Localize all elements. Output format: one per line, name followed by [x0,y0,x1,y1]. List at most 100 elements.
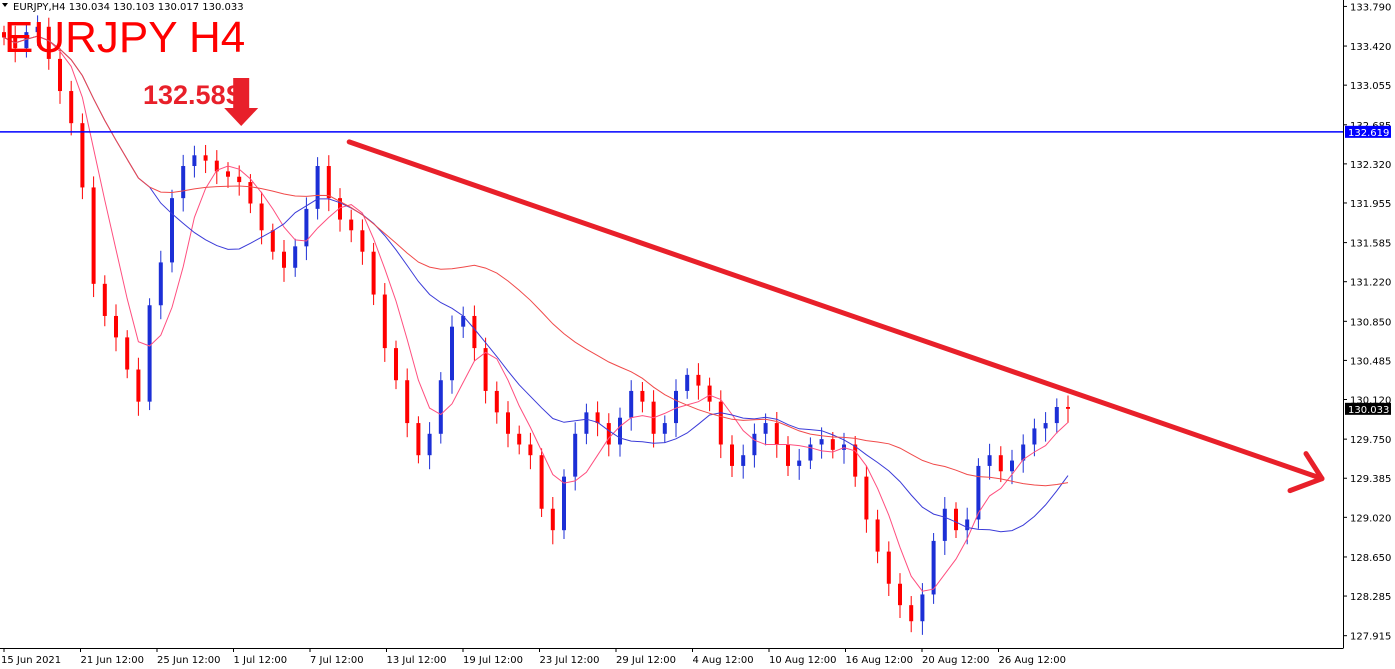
candle [125,330,130,379]
candle [214,150,219,185]
candle [629,380,634,431]
candle [562,469,566,540]
candle [987,443,992,480]
candle [450,315,454,394]
candle [416,416,421,464]
y-tick-label: 129.750 [1350,435,1391,446]
candle [606,413,611,457]
candle [752,423,757,468]
candle [931,533,936,604]
candle [293,238,298,277]
downtrend-line [346,139,1325,482]
x-tick-label: 4 Aug 12:00 [693,655,754,666]
y-tick-label: 130.485 [1350,356,1391,367]
price-axis: 133.790133.420133.055132.685132.320131.9… [1343,2,1391,643]
candle [618,407,622,457]
y-tick-label: 130.120 [1350,396,1391,407]
candle [382,283,387,362]
x-tick-label: 25 Jun 12:00 [157,655,221,666]
candle [819,427,824,459]
candle [136,357,141,416]
candle [875,509,880,564]
candle [1021,434,1026,473]
x-tick-label: 19 Jul 12:00 [463,655,523,666]
candle [472,305,477,361]
y-tick-label: 133.790 [1350,2,1391,13]
candle [976,458,981,529]
y-tick-label: 131.220 [1350,278,1391,289]
candle [483,337,488,404]
candle [707,377,712,412]
trend-arrowhead-icon [1287,451,1325,494]
x-tick-label: 7 Jul 12:00 [310,655,364,666]
candle [494,381,499,424]
level-price-badge: 132.619 [1345,125,1391,139]
level-price-label: 132.619 [1348,128,1389,139]
candle [1066,395,1070,423]
candle [998,446,1003,483]
x-tick-label: 29 Jul 12:00 [616,655,676,666]
candle [573,422,578,491]
candle [338,188,342,232]
candle [853,436,858,487]
y-tick-label: 128.285 [1350,592,1391,603]
dropdown-triangle-icon[interactable] [2,3,8,7]
candle [35,15,40,46]
candle [259,191,264,245]
candle [405,368,410,438]
candle [786,436,790,477]
x-tick-label: 20 Aug 12:00 [922,655,989,666]
candle [181,154,186,212]
candle [24,24,29,58]
x-tick-label: 10 Aug 12:00 [769,655,836,666]
candle [461,306,466,338]
candle [1043,412,1048,442]
candle [203,144,208,174]
candle [360,219,365,265]
candle [730,435,734,477]
candle [192,145,197,178]
current-price-badge: 130.033 [1345,402,1391,416]
candle [349,209,354,243]
candle [797,448,802,480]
candle [304,197,309,261]
candle [808,437,813,470]
candle [1032,418,1037,457]
candle [864,465,869,533]
candle [550,496,555,545]
candle [69,80,74,136]
candle [539,448,544,517]
candle [886,541,891,597]
candle [696,363,701,400]
y-tick-label: 131.585 [1350,239,1391,250]
candle [909,596,914,633]
y-tick-label: 129.020 [1350,513,1391,524]
y-tick-label: 133.055 [1350,81,1391,92]
x-tick-label: 13 Jul 12:00 [387,655,447,666]
candle [763,413,768,446]
current-price-label: 130.033 [1348,405,1389,416]
candle [147,298,152,411]
candle [270,223,275,260]
candle [830,431,835,459]
candle [584,403,589,445]
candle [506,401,510,448]
candle [158,250,163,320]
candle [685,368,690,399]
candle [438,372,443,444]
y-tick-label: 130.850 [1350,317,1391,328]
candle [517,425,522,455]
ma-mid-line [3,35,1069,533]
candle [954,502,958,538]
candle [1054,398,1059,434]
x-tick-label: 23 Jul 12:00 [540,655,600,666]
candle [46,17,51,70]
candle [326,155,331,212]
y-tick-label: 129.385 [1350,474,1391,485]
candle [102,275,107,327]
candle [170,189,174,273]
candle [91,176,96,298]
annotation-label: 132.58S [143,80,244,110]
candle [114,304,118,352]
